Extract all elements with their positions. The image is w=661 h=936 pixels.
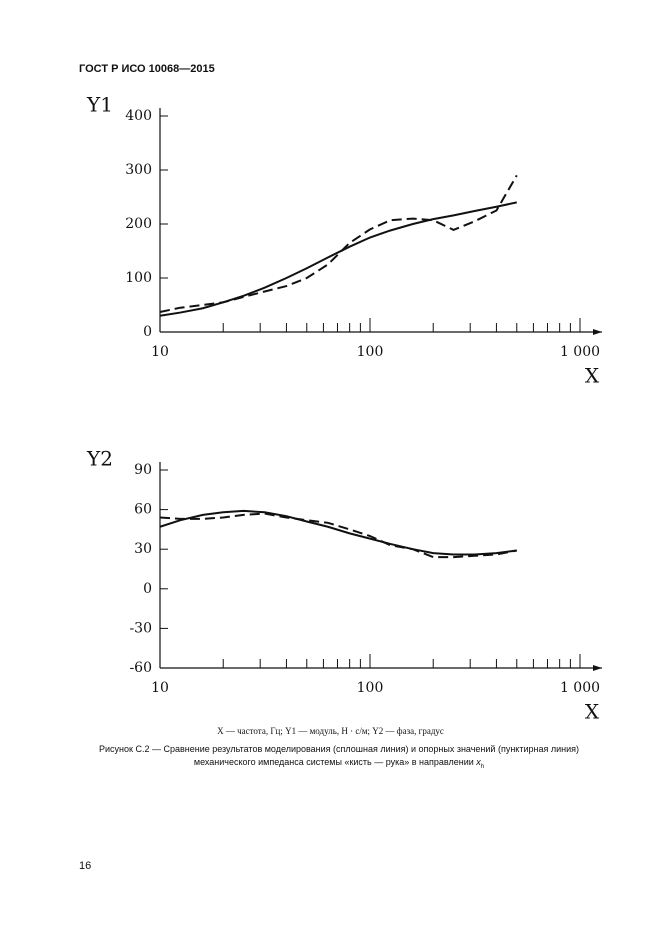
y-tick-label: -60 — [129, 660, 152, 676]
x-tick-label: 1 000 — [560, 344, 600, 360]
page-number: 16 — [79, 860, 92, 872]
x-label: X — [585, 700, 600, 724]
y-tick-label: -30 — [129, 620, 152, 636]
data-line — [159, 512, 517, 559]
x-label: X — [585, 364, 600, 388]
caption-sub: h — [480, 763, 485, 770]
x-tick-label: 10 — [151, 680, 169, 696]
header: ГОСТ Р ИСО 10068—2015 — [79, 63, 215, 75]
y-label: Y1 — [86, 93, 113, 117]
data-line — [159, 509, 517, 556]
y-tick-label: 90 — [134, 462, 152, 478]
caption-text: Рисунок С.2 — Сравнение результатов моде… — [99, 744, 579, 767]
y-label: Y2 — [86, 447, 113, 471]
y-tick-label: 400 — [125, 108, 152, 124]
x-arrow — [593, 329, 602, 335]
y-tick-label: 300 — [125, 162, 152, 178]
data-line — [159, 201, 517, 317]
data-line — [159, 174, 518, 313]
y-tick-label: 30 — [134, 541, 152, 557]
caption: Рисунок С.2 — Сравнение результатов моде… — [79, 743, 599, 774]
x-tick-label: 10 — [151, 344, 169, 360]
legend-text: X — частота, Гц; Y1 — модуль, Н · с/м; Y… — [217, 726, 444, 736]
y-tick-label: 0 — [143, 581, 152, 597]
x-tick-label: 1 000 — [560, 680, 600, 696]
x-tick-label: 100 — [357, 680, 384, 696]
y-tick-label: 0 — [143, 324, 152, 340]
y-tick-label: 200 — [125, 216, 152, 232]
y-tick-label: 100 — [125, 270, 152, 286]
y-tick-label: 60 — [134, 502, 152, 518]
x-arrow — [593, 665, 602, 671]
caption-var: x — [476, 757, 481, 767]
x-tick-label: 100 — [357, 344, 384, 360]
